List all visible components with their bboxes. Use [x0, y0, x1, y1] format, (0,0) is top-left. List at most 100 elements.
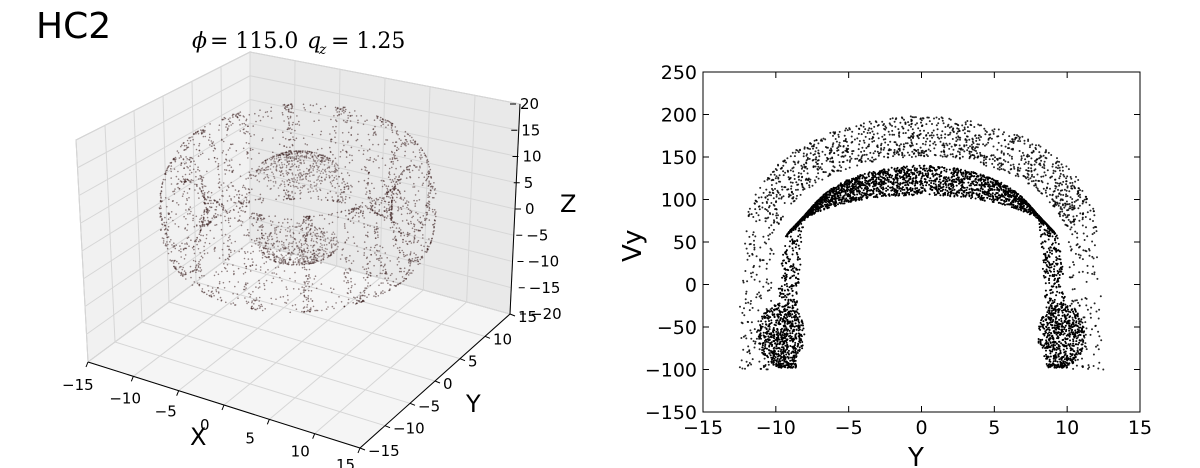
inner-lobe-point — [281, 153, 284, 156]
torus-point — [406, 206, 408, 209]
inner-lobe-point — [274, 260, 277, 263]
inner-lobe-point — [335, 168, 337, 171]
torus-point — [375, 227, 378, 230]
torus-point — [253, 303, 255, 305]
torus-point — [367, 282, 370, 284]
inner-lobe-point — [297, 173, 300, 175]
torus-point — [213, 216, 215, 218]
torus-point — [364, 169, 367, 171]
inner-lobe-point — [306, 173, 309, 175]
torus-point — [218, 198, 221, 201]
torus-point — [428, 170, 430, 172]
inner-lobe-point — [329, 254, 332, 257]
torus-point — [400, 270, 403, 273]
inner-lobe-point — [266, 158, 269, 161]
torus-point — [335, 302, 337, 304]
torus-point — [204, 198, 206, 200]
torus-point — [285, 193, 287, 196]
torus-point — [406, 243, 409, 246]
torus-point — [388, 167, 391, 170]
torus-point — [358, 301, 361, 303]
torus-point — [309, 277, 311, 279]
torus-point — [251, 307, 253, 310]
torus-point — [282, 131, 284, 134]
torus-point — [166, 241, 168, 243]
torus-point — [193, 133, 195, 135]
inner-lobe-point — [305, 262, 307, 265]
torus-point — [167, 243, 169, 246]
inner-band-point — [951, 189, 954, 192]
inner-band-point — [922, 168, 924, 171]
torus-point — [287, 263, 290, 266]
inner-lobe-point — [322, 157, 325, 160]
torus-point — [385, 139, 387, 141]
inner-lobe-point — [271, 253, 274, 255]
torus-point — [199, 259, 202, 261]
torus-point — [162, 178, 165, 181]
inner-lobe-point — [292, 180, 294, 182]
inner-band-point — [901, 186, 904, 189]
torus-point — [199, 218, 201, 221]
inner-lobe-point — [312, 190, 315, 192]
torus-point — [340, 188, 342, 191]
torus-point — [367, 235, 369, 238]
inner-lobe-point — [306, 257, 309, 260]
torus-point — [161, 218, 163, 221]
torus-point — [197, 265, 200, 267]
inner-band-point — [794, 349, 797, 352]
inner-lobe-point — [261, 162, 263, 164]
inner-lobe-point — [335, 175, 338, 177]
inner-lobe-point — [301, 250, 303, 253]
torus-point — [306, 304, 309, 306]
torus-point — [302, 250, 305, 252]
torus-point — [398, 175, 401, 177]
torus-point — [331, 305, 334, 308]
inner-band-point — [794, 282, 797, 285]
inner-lobe-point — [300, 254, 302, 256]
torus-point — [425, 217, 428, 220]
inner-lobe-point — [324, 240, 327, 242]
torus-point — [305, 228, 308, 230]
torus-point — [426, 211, 429, 214]
inner-lobe-point — [311, 262, 314, 264]
torus-point — [285, 302, 288, 304]
torus-point — [289, 181, 291, 184]
torus-point — [310, 307, 312, 309]
torus-point — [290, 111, 293, 114]
inner-lobe-point — [280, 171, 282, 173]
torus-point — [318, 249, 321, 251]
inner-lobe-point — [279, 156, 282, 158]
inner-lobe-point — [268, 255, 270, 258]
torus-point — [232, 122, 234, 125]
inner-lobe-point — [259, 171, 262, 173]
inner-lobe-point — [319, 160, 322, 162]
inner-lobe-point — [303, 170, 305, 173]
y-tick-label-3d: −10 — [393, 420, 425, 438]
torus-point — [212, 292, 214, 295]
torus-point — [402, 199, 405, 201]
torus-point — [184, 271, 187, 274]
inner-lobe-point — [282, 258, 285, 261]
inner-lobe-point — [267, 168, 270, 171]
torus-point — [161, 223, 164, 226]
torus-point — [173, 190, 176, 192]
y-axis-label-3d: Y — [465, 390, 481, 418]
torus-point — [170, 165, 173, 167]
torus-point — [427, 175, 430, 178]
inner-lobe-point — [265, 167, 267, 169]
torus-point — [192, 219, 194, 222]
inner-band-point — [877, 178, 880, 180]
inner-band-point — [839, 194, 842, 197]
inner-lobe-point — [310, 244, 312, 247]
torus-point — [180, 248, 182, 250]
inner-band-point — [793, 311, 796, 314]
torus-point — [389, 217, 392, 220]
torus-point — [213, 156, 216, 159]
torus-point — [241, 221, 244, 223]
inner-band-point — [864, 181, 867, 184]
torus-point — [400, 173, 402, 175]
torus-point — [160, 213, 162, 215]
inner-band-point — [1056, 360, 1059, 363]
torus-point — [388, 289, 391, 292]
torus-point — [332, 179, 335, 181]
